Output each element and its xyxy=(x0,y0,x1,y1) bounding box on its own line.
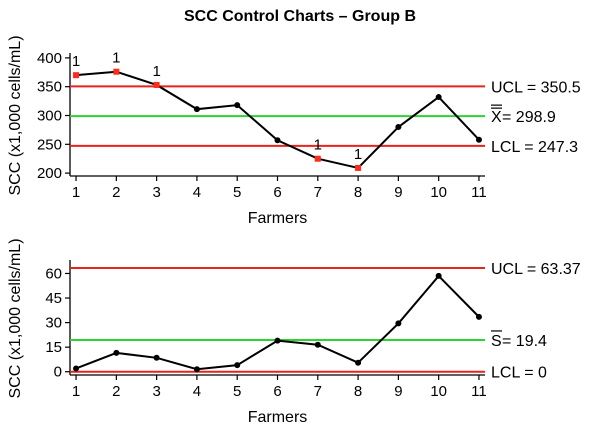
x-tick-label: 10 xyxy=(430,383,447,400)
y-tick-label: 60 xyxy=(45,265,62,282)
x-tick-label: 8 xyxy=(354,383,362,400)
data-point xyxy=(435,94,442,101)
flag-label: 1 xyxy=(112,50,120,67)
flag-label: 1 xyxy=(152,63,160,80)
x-tick-label: 5 xyxy=(233,184,241,201)
y-tick-label: 30 xyxy=(45,315,62,332)
s-chart xyxy=(65,260,502,380)
y-tick-label: 350 xyxy=(37,79,62,96)
data-point xyxy=(435,272,442,279)
data-point xyxy=(475,313,482,320)
limit-symbol-center: X xyxy=(491,109,502,126)
x-tick-label: 6 xyxy=(273,184,281,201)
y-tick-label: 15 xyxy=(45,339,62,356)
x-tick-label: 11 xyxy=(471,184,487,201)
x-tick-label: 1 xyxy=(72,184,80,201)
flagged-point xyxy=(153,81,160,88)
data-point xyxy=(153,354,160,361)
x-tick-label: 9 xyxy=(394,383,402,400)
y-tick-label: 300 xyxy=(37,108,62,125)
x-axis-label: Farmers xyxy=(248,409,308,426)
y-axis-label: SCC (x1,000 cells/mL) xyxy=(7,35,24,195)
x-tick-label: 11 xyxy=(471,383,487,400)
data-point xyxy=(395,320,402,327)
limit-label-ucl: UCL = 63.37 xyxy=(491,261,581,278)
data-point xyxy=(113,349,120,356)
data-point xyxy=(274,137,281,144)
x-tick-label: 2 xyxy=(112,184,120,201)
limit-symbol-center: S xyxy=(491,333,502,350)
x-tick-label: 8 xyxy=(354,184,362,201)
limit-label-lcl: LCL = 0 xyxy=(491,365,547,382)
x-tick-label: 7 xyxy=(314,184,322,201)
data-point xyxy=(234,362,241,369)
x-tick-label: 1 xyxy=(72,383,80,400)
limit-label-lcl: LCL = 247.3 xyxy=(491,139,578,156)
data-point xyxy=(274,337,281,344)
data-point xyxy=(234,102,241,109)
data-point xyxy=(193,366,200,373)
chart-title: SCC Control Charts – Group B xyxy=(183,8,416,25)
limit-label-center: = 298.9 xyxy=(502,109,556,126)
y-axis-label: SCC (x1,000 cells/mL) xyxy=(7,238,24,398)
data-point xyxy=(193,106,200,113)
flagged-point xyxy=(113,68,120,75)
x-tick-label: 5 xyxy=(233,383,241,400)
y-tick-label: 200 xyxy=(37,165,62,182)
y-tick-label: 400 xyxy=(37,50,62,67)
data-point xyxy=(73,365,80,372)
x-tick-label: 4 xyxy=(193,383,201,400)
x-tick-label: 7 xyxy=(314,383,322,400)
flag-label: 1 xyxy=(314,137,322,154)
flagged-point xyxy=(314,155,321,162)
limit-label-ucl: UCL = 350.5 xyxy=(491,79,581,96)
y-tick-label: 250 xyxy=(37,136,62,153)
data-point xyxy=(355,359,362,366)
flagged-point xyxy=(73,72,80,79)
x-axis-label: Farmers xyxy=(248,210,308,227)
data-point xyxy=(314,341,321,348)
flag-label: 1 xyxy=(354,146,362,163)
x-tick-label: 2 xyxy=(112,383,120,400)
x-tick-label: 3 xyxy=(152,383,160,400)
y-tick-label: 45 xyxy=(45,290,62,307)
y-tick-label: 0 xyxy=(54,364,62,381)
data-point xyxy=(475,136,482,143)
x-tick-label: 4 xyxy=(193,184,201,201)
data-point xyxy=(395,124,402,131)
x-tick-label: 9 xyxy=(394,184,402,201)
x-tick-label: 6 xyxy=(273,383,281,400)
x-tick-label: 10 xyxy=(430,184,447,201)
x-tick-label: 3 xyxy=(152,184,160,201)
xbar-chart xyxy=(65,53,502,181)
flagged-point xyxy=(355,164,362,171)
limit-label-center: = 19.4 xyxy=(502,333,547,350)
series-line xyxy=(75,274,480,371)
flag-label: 1 xyxy=(72,53,80,70)
